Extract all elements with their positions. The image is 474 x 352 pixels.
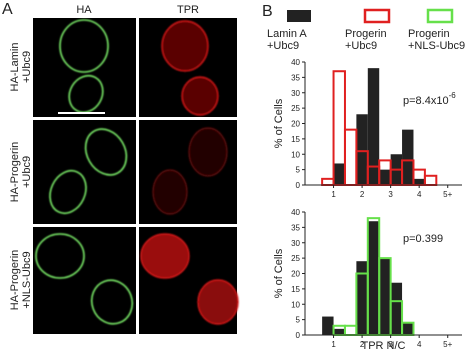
- histogram-bar: [402, 129, 414, 185]
- histogram-bar: [423, 174, 438, 186]
- panel-label: B: [262, 3, 273, 20]
- y-tick-label: 0: [296, 331, 301, 340]
- x-axis-label: TPR N/C: [362, 340, 406, 352]
- histogram-bar: [367, 68, 380, 185]
- y-tick-label: 30: [291, 239, 300, 248]
- annotation: p=8.4x10: [403, 95, 449, 107]
- x-tick-label: 2: [360, 190, 365, 199]
- x-tick-label: 1: [331, 190, 336, 199]
- y-tick-label: 20: [291, 120, 300, 129]
- histogram-bar: [379, 258, 391, 335]
- row-label: HA-Lamin +Ubc9: [9, 43, 33, 92]
- column-header: HA: [76, 4, 92, 16]
- x-tick-label: 2: [360, 340, 365, 349]
- histogram-bar: [356, 114, 368, 185]
- histogram-bar: [390, 282, 403, 335]
- row-label-line: HA-Lamin: [9, 43, 21, 92]
- y-tick-label: 15: [291, 135, 300, 144]
- x-tick-label: 3: [388, 340, 393, 349]
- x-tick-label: 5+: [443, 340, 452, 349]
- y-tick-label: 40: [291, 58, 300, 67]
- y-tick-label: 15: [291, 285, 300, 294]
- legend-label: Lamin A +Ubc9: [267, 28, 307, 52]
- y-tick-label: 5: [296, 166, 301, 175]
- x-tick-label: 4: [417, 340, 422, 349]
- histogram-bar: [413, 178, 425, 185]
- row-label-line: +Ubc9: [21, 51, 33, 83]
- histogram-bar: [321, 177, 335, 187]
- legend: Lamin A +Ubc9 Progerin +Ubc9 Progerin +NLS-Ub…: [267, 8, 465, 52]
- y-tick-label: 35: [291, 223, 300, 232]
- y-tick-label: 0: [296, 181, 301, 190]
- histogram-bar: [343, 324, 358, 336]
- y-tick-label: 30: [291, 89, 300, 98]
- y-tick-label: 25: [291, 254, 300, 263]
- histogram-bar: [402, 322, 414, 335]
- x-tick-label: 4: [417, 190, 422, 199]
- panel-label: A: [2, 1, 13, 18]
- annotation-superscript: -6: [449, 91, 457, 100]
- legend-swatch: [426, 8, 454, 24]
- histogram-bar: [343, 128, 358, 186]
- x-tick-label: 3: [388, 190, 393, 199]
- histogram-bar: [322, 316, 334, 335]
- micrographs: [33, 18, 239, 334]
- y-tick-label: 10: [291, 150, 300, 159]
- legend-swatch: [363, 8, 391, 24]
- y-axis-label: % of Cells: [273, 98, 285, 148]
- row-label: HA-Progerin +NLS-Ubc9: [9, 250, 33, 311]
- column-header: TPR: [177, 4, 199, 16]
- x-tick-label: 5+: [443, 190, 452, 199]
- histogram-bar: [333, 328, 345, 335]
- x-tick-label: 1: [331, 340, 336, 349]
- row-label-line: HA-Progerin: [9, 250, 21, 311]
- row-label-line: +NLS-Ubc9: [21, 251, 33, 308]
- y-tick-label: 40: [291, 208, 300, 217]
- legend-swatch: [287, 10, 311, 22]
- legend-label: Progerin +NLS-Ubc9: [408, 28, 465, 52]
- histogram-bar: [379, 169, 391, 185]
- y-tick-label: 5: [296, 316, 301, 325]
- row-label: HA-Progerin +Ubc9: [9, 142, 33, 203]
- y-tick-label: 20: [291, 270, 300, 279]
- y-tick-label: 10: [291, 300, 300, 309]
- y-tick-label: 35: [291, 73, 300, 82]
- row-label-line: HA-Progerin: [9, 142, 21, 203]
- annotation: p=0.399: [403, 233, 443, 245]
- y-tick-label: 25: [291, 104, 300, 113]
- legend-label: Progerin +Ubc9: [345, 28, 387, 52]
- row-label-line: +Ubc9: [21, 156, 33, 188]
- histogram-bar: [367, 221, 380, 335]
- y-axis-label: % of Cells: [273, 248, 285, 298]
- histogram-bar: [333, 163, 345, 185]
- histogram-bar: [356, 261, 368, 335]
